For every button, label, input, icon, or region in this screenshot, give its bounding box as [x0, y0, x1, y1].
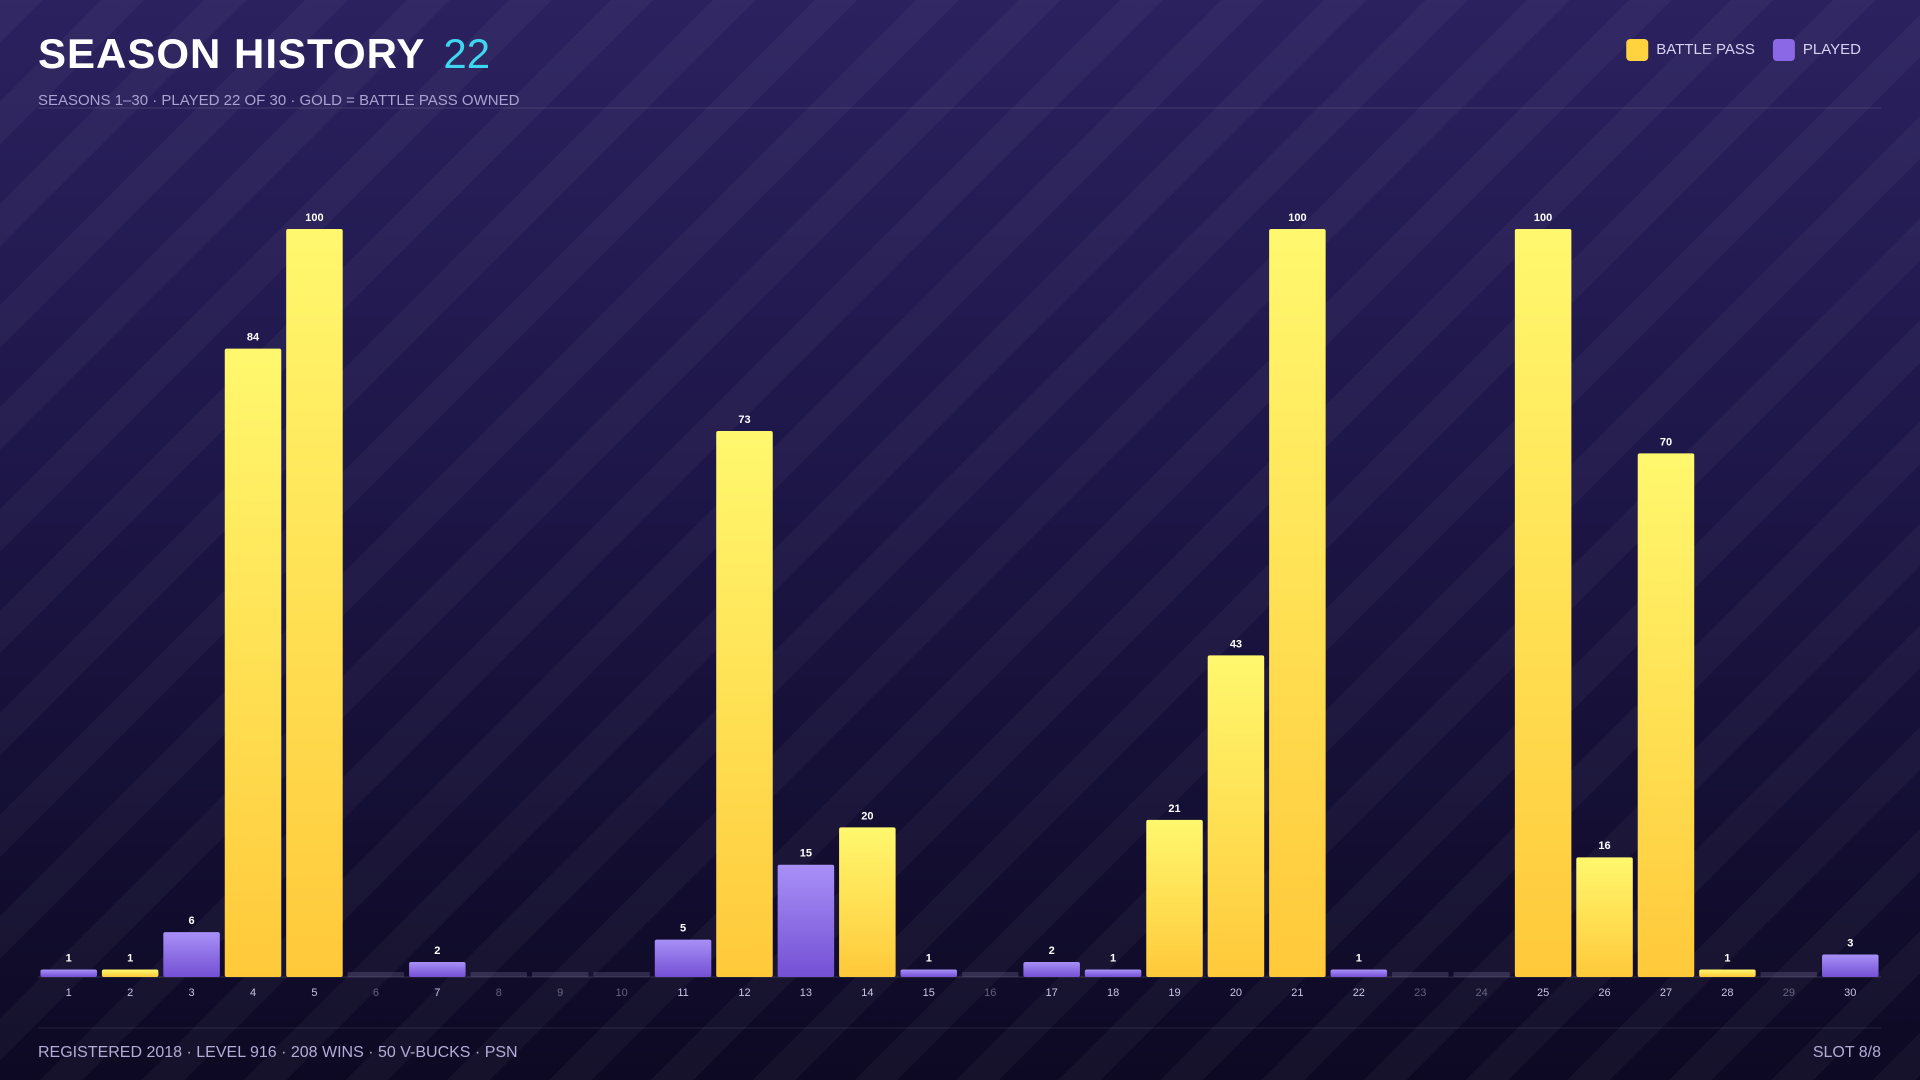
title-count: 22	[443, 30, 490, 77]
bar	[163, 932, 220, 977]
value-label: 1	[1356, 952, 1362, 964]
value-label: 20	[861, 810, 873, 822]
x-tick-label: 11	[677, 987, 688, 999]
empty-slot	[347, 972, 405, 977]
value-label: 21	[1168, 803, 1180, 815]
bar	[1084, 969, 1142, 977]
legend-swatch	[1626, 39, 1649, 61]
x-tick-label: 10	[615, 987, 627, 999]
value-label: 1	[66, 952, 72, 964]
x-tick-label: 19	[1168, 987, 1180, 999]
empty-slot	[961, 972, 1019, 977]
value-label: 16	[1598, 840, 1610, 852]
value-label: 5	[680, 923, 686, 935]
slot-label: SLOT 8/8	[1813, 1044, 1881, 1061]
bar	[224, 348, 282, 977]
legend-swatch	[1772, 39, 1795, 61]
empty-slot	[1760, 972, 1818, 977]
x-tick-label: 27	[1660, 987, 1672, 999]
value-label: 100	[1288, 212, 1306, 224]
value-label: 15	[800, 848, 812, 860]
x-tick-label: 24	[1476, 987, 1488, 999]
x-tick-label: 20	[1230, 987, 1242, 999]
value-label: 73	[738, 414, 750, 426]
bar	[1023, 962, 1080, 977]
bar	[1699, 969, 1756, 977]
x-tick-label: 17	[1046, 987, 1058, 999]
bar	[409, 962, 466, 977]
value-label: 6	[189, 915, 195, 927]
subtitle: SEASONS 1–30 · PLAYED 22 OF 30 · GOLD = …	[38, 92, 520, 109]
value-label: 70	[1660, 436, 1672, 448]
empty-slot	[470, 972, 528, 977]
bar	[1269, 229, 1326, 977]
bar	[1330, 969, 1388, 977]
x-tick-label: 2	[127, 987, 133, 999]
empty-slot	[1453, 972, 1510, 977]
x-tick-label: 3	[189, 987, 195, 999]
value-label: 2	[1049, 945, 1055, 957]
value-label: 100	[305, 212, 323, 224]
bar	[1207, 655, 1265, 977]
x-tick-label: 25	[1537, 987, 1549, 999]
x-tick-label: 5	[311, 987, 317, 999]
bar	[777, 864, 835, 977]
x-tick-label: 6	[373, 987, 379, 999]
bar	[1576, 857, 1633, 977]
bar	[839, 827, 896, 977]
bar	[900, 969, 958, 977]
empty-slot	[1391, 972, 1449, 977]
bar	[1822, 954, 1879, 977]
value-label: 3	[1847, 937, 1853, 949]
legend-label: PLAYED	[1803, 41, 1861, 58]
bar	[40, 969, 97, 977]
x-tick-label: 21	[1291, 987, 1303, 999]
bar	[716, 430, 773, 978]
x-tick-label: 13	[800, 987, 812, 999]
x-tick-label: 30	[1844, 987, 1856, 999]
x-tick-label: 26	[1598, 987, 1610, 999]
x-tick-label: 9	[557, 987, 563, 999]
x-tick-label: 15	[923, 987, 935, 999]
x-tick-label: 29	[1783, 987, 1795, 999]
chart-title: SEASON HISTORY	[38, 30, 425, 77]
x-tick-label: 1	[66, 987, 72, 999]
x-tick-label: 22	[1353, 987, 1365, 999]
x-tick-label: 8	[496, 987, 502, 999]
value-label: 84	[247, 332, 260, 344]
x-tick-label: 14	[861, 987, 873, 999]
value-label: 1	[926, 952, 932, 964]
footer-info: REGISTERED 2018 · LEVEL 916 · 208 WINS ·…	[38, 1044, 518, 1061]
value-label: 1	[127, 952, 133, 964]
value-label: 1	[1724, 952, 1730, 964]
x-tick-label: 4	[250, 987, 256, 999]
x-tick-label: 7	[434, 987, 440, 999]
x-tick-label: 28	[1721, 987, 1733, 999]
bar	[1637, 453, 1695, 977]
x-tick-label: 18	[1107, 987, 1119, 999]
x-tick-label: 23	[1414, 987, 1426, 999]
bar	[101, 969, 159, 977]
value-label: 2	[434, 945, 440, 957]
bar	[286, 229, 343, 977]
empty-slot	[531, 972, 589, 977]
bar	[1146, 819, 1203, 977]
value-label: 1	[1110, 952, 1116, 964]
value-label: 43	[1230, 638, 1242, 650]
value-label: 100	[1534, 212, 1552, 224]
x-tick-label: 16	[984, 987, 996, 999]
bar	[1514, 229, 1572, 977]
bar	[654, 939, 712, 977]
empty-slot	[593, 972, 650, 977]
x-tick-label: 12	[738, 987, 750, 999]
legend-label: BATTLE PASS	[1656, 41, 1755, 58]
